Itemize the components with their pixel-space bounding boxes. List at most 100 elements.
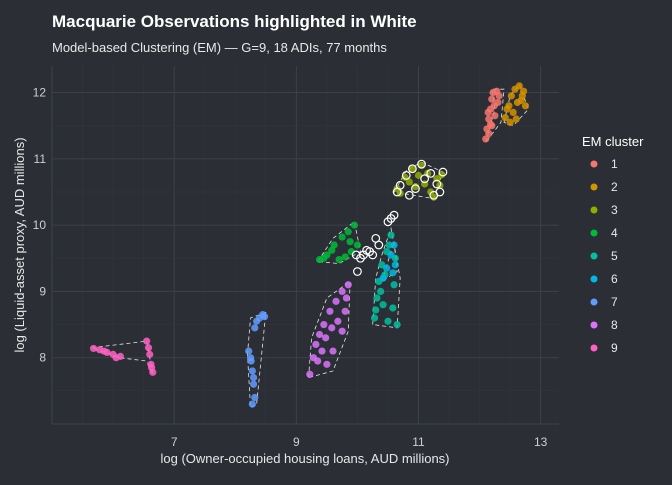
cluster-5-point (370, 314, 379, 322)
grid (51, 66, 559, 425)
cluster-5-point (373, 294, 381, 302)
x-axis-ticks: 7 9 11 13 (171, 435, 548, 449)
legend-swatch-9 (590, 344, 598, 352)
cluster-2-point (512, 115, 520, 123)
cluster-4-point (350, 221, 358, 229)
cluster-5-point (372, 306, 380, 314)
legend-swatch-7 (590, 298, 598, 306)
highlighted-point (432, 179, 442, 189)
cluster-9-point (146, 350, 154, 358)
cluster-8-point (338, 287, 346, 296)
cluster-2-point (507, 92, 515, 100)
legend-swatch-6 (590, 275, 598, 283)
cluster-4-point (341, 253, 349, 261)
cluster-3-point (405, 178, 413, 186)
cluster-4-point (338, 233, 346, 241)
cluster-7-point (249, 373, 258, 382)
cluster-6-point (383, 264, 391, 272)
cluster-7-point (249, 380, 258, 388)
cluster-4-point (346, 238, 354, 246)
cluster-1-point (482, 135, 490, 143)
highlighted-point (374, 240, 384, 250)
cluster-7-point (245, 347, 253, 355)
cluster-7-point (248, 367, 256, 375)
cluster-1-point (488, 95, 496, 103)
legend-swatch-3 (590, 206, 598, 214)
highlighted-point (420, 174, 430, 184)
cluster-4-point (335, 255, 343, 264)
legend-swatch-1 (590, 160, 598, 168)
x-tick-label: 9 (293, 435, 300, 449)
cluster-5-point (393, 320, 401, 329)
cluster-2-point (513, 98, 522, 107)
cluster-8-point (334, 317, 342, 325)
cluster-5-point (390, 281, 398, 289)
cluster-8-point (328, 324, 336, 332)
cluster-8-point (329, 347, 337, 355)
cluster-2-point (519, 87, 528, 95)
y-tick-label: 8 (39, 351, 46, 365)
cluster-9-point (144, 344, 153, 352)
cluster-3-hull (393, 161, 444, 200)
cluster-8-point (341, 307, 349, 315)
cluster-6-point (390, 241, 398, 249)
highlighted-point (392, 187, 402, 197)
cluster-3-point (438, 171, 446, 179)
highlighted-point (401, 170, 411, 180)
cluster-1-point (485, 130, 493, 138)
y-tick-label: 12 (33, 86, 47, 100)
legend-swatch-4 (590, 229, 598, 237)
cluster-8-point (323, 360, 331, 368)
cluster-5-point (384, 317, 392, 325)
highlighted-point (426, 168, 436, 178)
legend-label-4: 4 (611, 226, 618, 240)
cluster-6-point (391, 261, 399, 269)
chart-title: Macquarie Observations highlighted in Wh… (52, 12, 417, 31)
cluster-2-point (509, 108, 517, 117)
y-tick-label: 9 (39, 284, 46, 298)
legend-label-7: 7 (611, 295, 618, 309)
legend-swatch-5 (590, 252, 598, 260)
cluster-8-point (318, 347, 326, 355)
cluster-1-point (490, 102, 498, 110)
legend-label-6: 6 (611, 272, 618, 286)
highlighted-point (411, 184, 420, 194)
cluster-2-point (501, 114, 509, 122)
legend-label-3: 3 (611, 203, 618, 217)
highlighted-point (351, 250, 361, 260)
cluster-9-point (100, 347, 108, 355)
x-tick-label: 7 (171, 435, 178, 449)
cluster-3-point (414, 171, 423, 179)
cluster-5-point (377, 287, 385, 296)
cluster-8-point (338, 327, 346, 335)
highlighted-point (407, 164, 417, 174)
highlighted-point (389, 210, 399, 220)
cluster-3-point (427, 188, 435, 196)
legend-label-8: 8 (611, 318, 618, 332)
cluster-5-point (379, 301, 387, 309)
cluster-8-point (320, 320, 328, 329)
x-tick-label: 13 (534, 435, 548, 449)
cluster-6-point (387, 251, 395, 259)
highlighted-points (351, 159, 448, 276)
cluster-7-point (248, 400, 256, 408)
cluster-8-point (315, 330, 324, 339)
cluster-4-hull (317, 221, 361, 264)
cluster-5-point (387, 231, 395, 239)
cluster-9-point (112, 354, 120, 362)
cluster-2-point (515, 82, 523, 90)
y-tick-label: 10 (33, 218, 47, 232)
legend-swatch-2 (590, 183, 598, 191)
cluster-4-point (353, 241, 362, 249)
highlighted-point (404, 190, 414, 200)
legend-label-9: 9 (611, 341, 618, 355)
cluster-9-point (147, 364, 156, 372)
x-axis-label: log (Owner-occupied housing loans, AUD m… (160, 451, 449, 466)
legend-label-1: 1 (611, 157, 618, 171)
cluster-7-point (247, 357, 255, 365)
cluster-8-point (332, 297, 340, 305)
legend-title: EM cluster (582, 134, 644, 149)
x-tick-label: 11 (412, 435, 425, 449)
